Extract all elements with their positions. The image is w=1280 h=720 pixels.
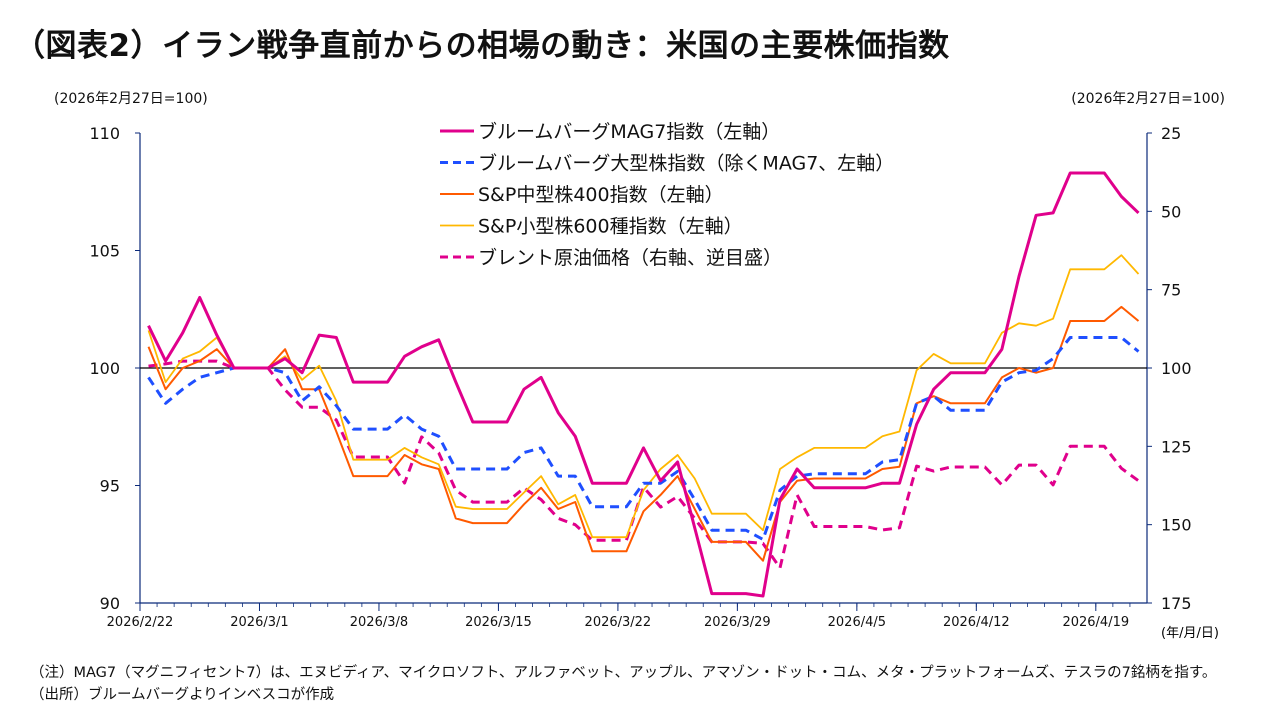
right-axis-tick-label: 25 xyxy=(1161,124,1181,143)
right-axis-tick-label: 100 xyxy=(1161,359,1192,378)
footnote: （注）MAG7（マグニフィセント7）は、エヌビディア、マイクロソフト、アルファベ… xyxy=(30,665,1217,681)
legend-item: ブルームバーグMAG7指数（左軸） xyxy=(440,120,780,143)
legend-label: ブルームバーグMAG7指数（左軸） xyxy=(478,120,780,143)
legend-label: ブルームバーグ大型株指数（除くMAG7、左軸） xyxy=(478,152,894,175)
x-axis-unit-label: (年/月/日) xyxy=(1161,626,1219,641)
x-axis-tick-label: 2026/4/19 xyxy=(1062,615,1129,630)
left-axis-tick-label: 90 xyxy=(100,594,120,613)
legend-item: ブレント原油価格（右軸、逆目盛） xyxy=(440,246,782,269)
axes: 110 105 100 95 90 25 50 75 100 125 150 175 2026/2/22… xyxy=(89,124,1191,630)
left-axis-unit-label: (2026年2月27日=100) xyxy=(54,91,208,107)
legend-label: S&P小型株600種指数（左軸） xyxy=(478,216,743,238)
left-axis-tick-label: 100 xyxy=(89,359,120,378)
right-axis-unit-label: (2026年2月27日=100) xyxy=(1071,91,1225,107)
right-axis-tick-label: 175 xyxy=(1161,594,1192,613)
x-axis-tick-label: 2026/3/22 xyxy=(585,615,652,630)
legend-item: ブルームバーグ大型株指数（除くMAG7、左軸） xyxy=(440,152,894,175)
right-axis-tick-label: 75 xyxy=(1161,281,1181,300)
legend-label: ブレント原油価格（右軸、逆目盛） xyxy=(478,246,782,269)
right-axis-tick-label: 150 xyxy=(1161,516,1192,535)
right-axis-tick-label: 125 xyxy=(1161,437,1192,456)
source-note: （出所）ブルームバーグよりインベスコが作成 xyxy=(30,687,335,703)
series-line-1 xyxy=(147,336,1140,541)
x-axis-tick-label: 2026/4/12 xyxy=(943,615,1010,630)
legend-item: S&P小型株600種指数（左軸） xyxy=(440,216,743,238)
series-line-2 xyxy=(147,305,1140,562)
x-axis-tick-label: 2026/3/8 xyxy=(350,615,408,630)
left-axis-tick-label: 105 xyxy=(89,242,120,261)
x-axis-tick-label: 2026/2/22 xyxy=(107,615,174,630)
x-axis-tick-label: 2026/3/1 xyxy=(230,615,288,630)
legend-item: S&P中型株400指数（左軸） xyxy=(440,184,724,206)
series-lines xyxy=(147,171,1140,598)
legend-label: S&P中型株400指数（左軸） xyxy=(478,184,724,206)
left-axis-tick-label: 110 xyxy=(89,124,120,143)
x-axis-tick-label: 2026/4/5 xyxy=(828,615,886,630)
legend: ブルームバーグMAG7指数（左軸） ブルームバーグ大型株指数（除くMAG7、左軸）… xyxy=(440,120,894,269)
x-axis-tick-label: 2026/3/29 xyxy=(704,615,771,630)
left-axis-tick-label: 95 xyxy=(100,477,120,496)
chart-title: （図表2）イラン戦争直前からの相場の動き：米国の主要株価指数 xyxy=(14,28,950,64)
series-line-4 xyxy=(148,359,1140,570)
right-axis-tick-label: 50 xyxy=(1161,202,1181,221)
x-axis-tick-label: 2026/3/15 xyxy=(465,615,532,630)
